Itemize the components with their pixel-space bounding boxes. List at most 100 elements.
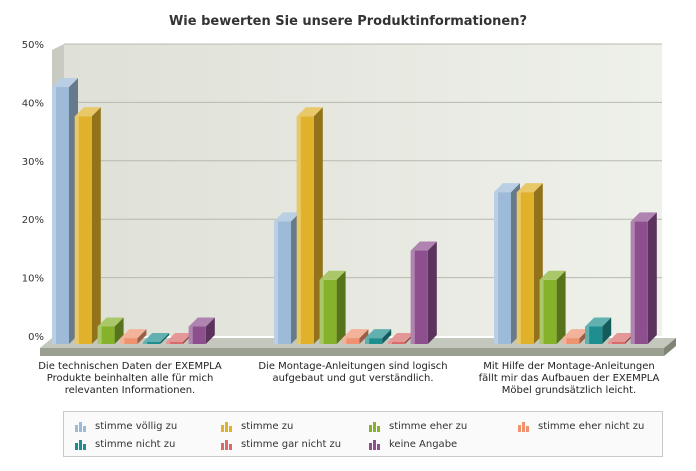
legend-icon-bar — [373, 440, 376, 450]
bar-top — [97, 317, 124, 327]
bar-side — [91, 107, 101, 345]
bar — [342, 329, 369, 344]
legend-label: stimme zu — [241, 421, 294, 432]
bar-front — [630, 221, 648, 344]
bar-front — [97, 326, 115, 344]
bar-top — [342, 329, 369, 339]
legend-icon-bar — [75, 425, 78, 432]
bar-highlight — [562, 338, 567, 344]
bar-top — [188, 317, 215, 327]
bar-highlight — [166, 342, 170, 344]
bar-side — [160, 333, 170, 344]
bar-front — [365, 338, 383, 344]
bar-top — [410, 241, 437, 251]
bar — [630, 212, 657, 344]
bar-side — [205, 317, 215, 344]
bar-highlight — [143, 342, 148, 344]
bar-side — [556, 270, 566, 344]
bar-highlight — [494, 192, 498, 344]
bar-top — [319, 270, 346, 280]
bar-top — [539, 270, 566, 280]
bar-side — [336, 270, 346, 344]
bar-top — [585, 317, 612, 327]
y-tick-label: 0% — [28, 332, 44, 343]
bar-top — [120, 329, 147, 339]
legend-icon-bar — [526, 426, 529, 432]
bar — [52, 78, 78, 344]
y-tick-label: 10% — [22, 274, 44, 285]
legend-icon-bar — [373, 422, 376, 432]
legend-icon-bar — [377, 426, 380, 432]
y-tick-label: 50% — [22, 40, 44, 51]
bar-chart-icon — [369, 422, 380, 432]
y-tick-label: 30% — [22, 157, 44, 168]
bar-side — [359, 329, 369, 344]
legend-label: keine Angabe — [389, 439, 458, 450]
bar-front — [120, 338, 138, 344]
chart-floor-front — [40, 348, 664, 356]
bar-front — [494, 192, 511, 344]
bar-front — [166, 342, 183, 344]
bar-front — [296, 116, 314, 345]
bar-highlight — [539, 279, 544, 344]
bar — [365, 329, 392, 344]
legend-label: stimme gar nicht zu — [241, 439, 342, 450]
bar-chart-icon — [221, 422, 232, 432]
legend-icon-bar — [83, 444, 86, 450]
legend-label: stimme eher nicht zu — [538, 421, 645, 432]
bar — [188, 317, 215, 344]
bar-highlight — [516, 192, 521, 344]
bar-highlight — [410, 250, 415, 344]
bar — [516, 183, 543, 344]
bar-highlight — [630, 221, 635, 344]
bar-highlight — [74, 116, 79, 345]
bar-front — [342, 338, 360, 344]
bar-front — [143, 342, 161, 344]
legend-icon-bar — [369, 425, 372, 432]
legend-icon-bar — [79, 422, 82, 432]
bar-top — [516, 183, 543, 193]
bar-highlight — [608, 342, 612, 344]
bar — [74, 107, 101, 345]
bar — [410, 241, 437, 344]
bar-front — [274, 221, 291, 344]
bar-top — [562, 329, 589, 339]
bar-highlight — [388, 342, 392, 344]
legend-icon-bar — [518, 425, 521, 432]
y-tick-label: 40% — [22, 98, 44, 109]
bar — [120, 329, 147, 344]
plot-background — [64, 44, 662, 336]
bar — [143, 333, 170, 344]
bar — [296, 107, 323, 345]
bar-highlight — [319, 279, 324, 344]
legend-icon-bar — [75, 443, 78, 450]
category-label-1: Die technischen Daten der EXEMPLA Produk… — [38, 361, 222, 396]
bar-top — [274, 212, 300, 222]
chart-floor-side — [664, 338, 676, 356]
bar-top — [365, 329, 392, 339]
bar-front — [539, 279, 557, 344]
bar-highlight — [296, 116, 301, 345]
legend-icon-bar — [229, 444, 232, 450]
category-label-3: Mit Hilfe der Montage-Anleitungen fällt … — [478, 361, 660, 396]
legend-icon-bar — [83, 426, 86, 432]
bar — [97, 317, 124, 344]
bar-side — [114, 317, 124, 344]
bar-chart-icon — [369, 440, 380, 450]
legend-icon-bar — [221, 425, 224, 432]
bar-top — [388, 333, 414, 342]
bar-top — [143, 333, 170, 342]
bar-top — [296, 107, 323, 117]
bar-highlight — [365, 338, 370, 344]
bar-top — [52, 78, 78, 88]
legend-label: stimme nicht zu — [95, 439, 176, 450]
bar-front — [516, 192, 534, 344]
bar-chart-icon — [75, 440, 86, 450]
legend-icon-bar — [229, 426, 232, 432]
legend-icon-bar — [225, 422, 228, 432]
bar — [319, 270, 346, 344]
bar-front — [52, 87, 69, 344]
bar-highlight — [52, 87, 56, 344]
bar-front — [585, 326, 603, 344]
bar-top — [166, 333, 192, 342]
